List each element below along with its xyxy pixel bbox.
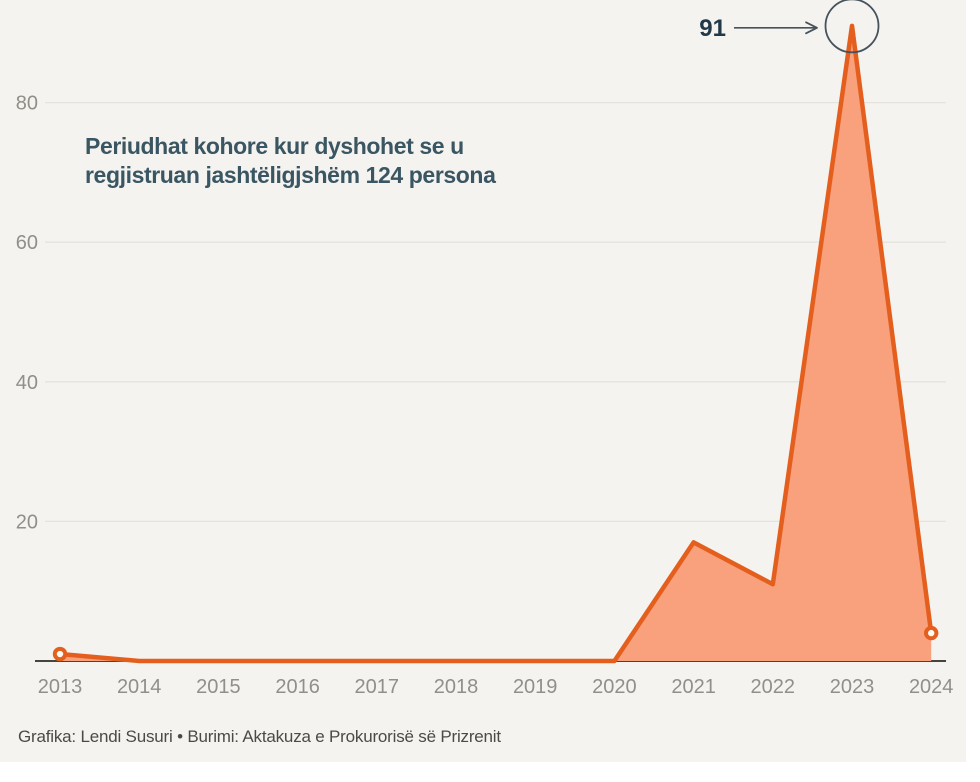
x-tick-label: 2024 xyxy=(909,676,954,698)
chart-title: Periudhat kohore kur dyshohet se u regji… xyxy=(85,132,496,190)
x-tick-label: 2016 xyxy=(275,676,320,698)
source-credit: Grafika: Lendi Susuri • Burimi: Aktakuza… xyxy=(18,727,501,746)
x-tick-label: 2022 xyxy=(751,676,796,698)
x-tick-label: 2023 xyxy=(830,676,875,698)
chart-panel: 20 40 60 80 2013 2014 2015 2016 2017 2018 2019 2020… xyxy=(0,0,966,762)
x-tick-label: 2017 xyxy=(355,676,400,698)
trend-line xyxy=(57,23,934,664)
x-tick-label: 2014 xyxy=(117,676,162,698)
x-tick-label: 2020 xyxy=(592,676,637,698)
area-chart: 20 40 60 80 2013 2014 2015 2016 2017 2018 2019 2020… xyxy=(16,0,954,698)
endpoint-marker xyxy=(924,625,939,641)
y-tick-label: 40 xyxy=(16,372,38,394)
y-tick-label: 60 xyxy=(16,232,38,254)
x-tick-label: 2018 xyxy=(434,676,479,698)
annotation-value-label: 91 xyxy=(699,15,726,42)
chart-title-line2: regjistruan jashtëligjshëm 124 persona xyxy=(85,162,496,188)
y-tick-label: 80 xyxy=(16,93,38,115)
annotation-arrowhead-icon xyxy=(805,21,818,35)
y-tick-label: 20 xyxy=(16,511,38,533)
x-tick-label: 2019 xyxy=(513,676,558,698)
peak-highlight-circle xyxy=(824,0,880,54)
area-fill xyxy=(60,25,932,661)
x-tick-label: 2015 xyxy=(196,676,241,698)
x-tick-label: 2013 xyxy=(38,676,83,698)
endpoint-marker xyxy=(52,646,68,662)
chart-title-line1: Periudhat kohore kur dyshohet se u xyxy=(85,133,464,159)
x-tick-label: 2021 xyxy=(671,676,716,698)
